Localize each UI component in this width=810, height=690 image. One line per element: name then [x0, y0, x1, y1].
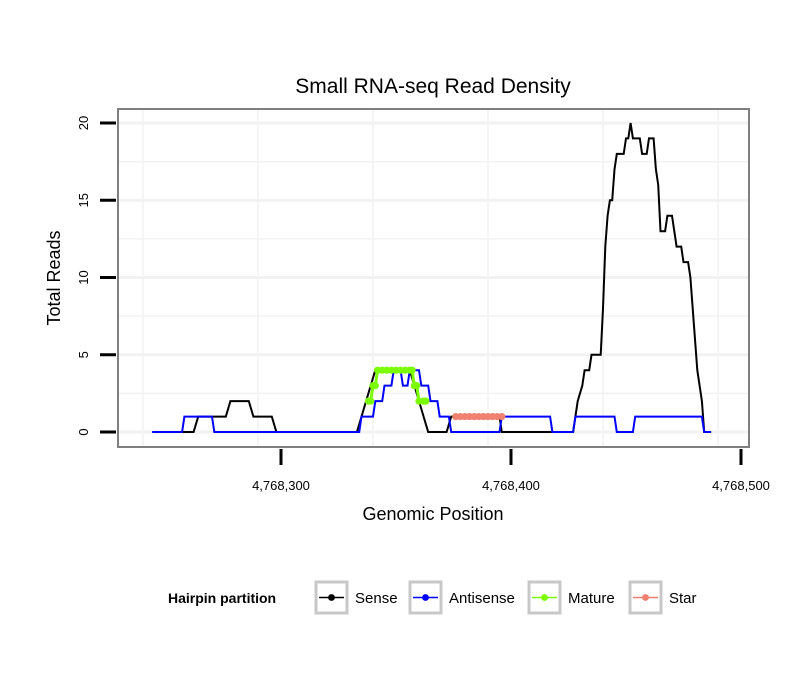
data-point-star — [498, 412, 506, 421]
legend-entries: Sense Antisense Mature Star — [314, 580, 697, 615]
legend-key-point — [541, 594, 548, 601]
legend-entry-antisense: Antisense — [408, 580, 515, 615]
legend-label: Antisense — [449, 590, 515, 607]
series-line-antisense — [152, 369, 712, 433]
legend-key-point — [422, 594, 429, 601]
data-point-mature — [408, 366, 416, 374]
legend-label: Star — [669, 590, 697, 607]
y-axis-label: Total Reads — [44, 230, 64, 325]
legend: Hairpin partition Sense Antisense Mature St… — [168, 580, 697, 615]
data-point-mature — [367, 397, 375, 405]
legend-label: Sense — [355, 590, 398, 607]
chart-title: Small RNA-seq Read Density — [295, 75, 571, 98]
legend-entry-star: Star — [628, 580, 697, 615]
y-tick-label: 5 — [76, 351, 91, 358]
data-point-mature — [422, 397, 430, 405]
x-axis-label: Genomic Position — [362, 504, 503, 524]
legend-label: Mature — [568, 590, 615, 607]
legend-entry-sense: Sense — [314, 580, 398, 615]
axes: 4,768,300 4,768,400 4,768,500 0 5 10 15 20 — [76, 116, 770, 493]
x-tick-label: 4,768,500 — [712, 478, 770, 493]
legend-key-point — [642, 594, 649, 601]
x-tick-label: 4,768,400 — [482, 478, 540, 493]
y-tick-label: 15 — [76, 193, 91, 207]
data-point-mature — [371, 382, 379, 390]
legend-entry-mature: Mature — [527, 580, 615, 615]
y-tick-label: 20 — [76, 116, 91, 130]
plot-panel-border — [117, 108, 750, 448]
series-layer — [152, 122, 712, 433]
legend-title: Hairpin partition — [168, 590, 276, 606]
y-tick-label: 0 — [76, 428, 91, 435]
legend-key-point — [328, 594, 335, 601]
y-tick-label: 10 — [76, 270, 91, 284]
series-line-sense — [152, 122, 712, 433]
x-tick-label: 4,768,300 — [252, 478, 310, 493]
data-point-mature — [413, 382, 421, 390]
